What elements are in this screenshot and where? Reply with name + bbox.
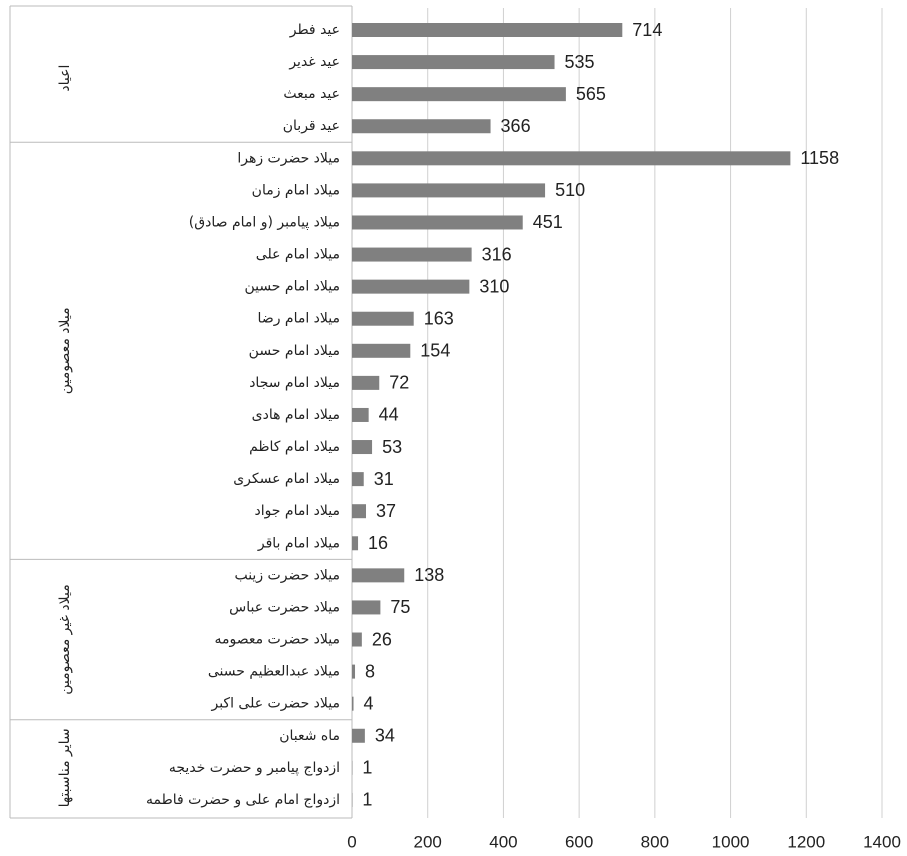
- bar: [352, 665, 355, 679]
- bar: [352, 472, 364, 486]
- category-label: میلاد حضرت زینب: [234, 567, 340, 583]
- category-label: میلاد حضرت علی اکبر: [210, 696, 340, 712]
- bar: [352, 633, 362, 647]
- value-label: 8: [365, 661, 375, 681]
- bar: [352, 248, 472, 262]
- bar: [352, 440, 372, 454]
- value-label: 53: [382, 437, 402, 457]
- group-label: سایر مناسبتها: [57, 728, 73, 807]
- bar: [352, 600, 380, 614]
- bar: [352, 568, 404, 582]
- category-label: میلاد امام حسن: [249, 343, 340, 359]
- category-label: عید قربان: [283, 118, 340, 134]
- value-label: 565: [576, 84, 606, 104]
- category-label: میلاد عبدالعظیم حسنی: [208, 664, 340, 680]
- value-label: 535: [565, 52, 595, 72]
- bar: [352, 729, 365, 743]
- bar: [352, 312, 414, 326]
- bar: [352, 280, 469, 294]
- category-label: میلاد امام زمان: [252, 182, 340, 198]
- bar: [352, 119, 491, 133]
- category-label: عید مبعث: [283, 86, 340, 102]
- bar: [352, 536, 358, 550]
- category-label: عید غدیر: [288, 54, 340, 70]
- chart: 0 200 400 600 800 1000 1200 1400 عید فطر 714 عید غ…: [0, 0, 907, 856]
- x-tick-label: 1200: [787, 832, 825, 851]
- category-label: ماه شعبان: [279, 728, 340, 744]
- x-tick-label: 0: [347, 832, 356, 851]
- value-label: 4: [364, 693, 374, 713]
- value-label: 1: [362, 790, 372, 810]
- x-tick-label: 1000: [712, 832, 750, 851]
- value-label: 138: [414, 565, 444, 585]
- bar: [352, 408, 369, 422]
- category-label: عید فطر: [289, 22, 340, 38]
- value-label: 31: [374, 469, 394, 489]
- value-label: 451: [533, 212, 563, 232]
- value-label: 75: [390, 597, 410, 617]
- category-label: میلاد حضرت عباس: [229, 599, 340, 615]
- value-label: 366: [501, 116, 531, 136]
- bar: [352, 504, 366, 518]
- group-label: میلاد معصومین: [57, 307, 73, 394]
- category-label: ازدواج پیامبر و حضرت خدیجه: [169, 760, 340, 776]
- bar: [352, 183, 545, 197]
- category-label: میلاد پیامبر (و امام صادق): [189, 214, 340, 230]
- value-label: 26: [372, 629, 392, 649]
- x-tick-label: 600: [565, 832, 593, 851]
- value-label: 44: [379, 405, 399, 425]
- bar: [352, 55, 555, 69]
- bar: [352, 23, 622, 37]
- category-label: میلاد امام کاظم: [249, 439, 340, 455]
- bar: [352, 697, 354, 711]
- x-tick-label: 400: [489, 832, 517, 851]
- bar: [352, 151, 790, 165]
- bar: [352, 215, 523, 229]
- category-label: میلاد حضرت زهرا: [237, 150, 340, 166]
- value-label: 1158: [800, 148, 839, 168]
- value-label: 72: [389, 373, 409, 393]
- value-label: 510: [555, 180, 585, 200]
- value-label: 154: [420, 341, 450, 361]
- value-label: 34: [375, 726, 395, 746]
- category-label: میلاد امام سجاد: [249, 375, 340, 391]
- value-label: 16: [368, 533, 388, 553]
- category-label: میلاد امام باقر: [257, 535, 340, 551]
- category-label: میلاد امام رضا: [258, 311, 340, 327]
- category-label: میلاد امام عسکری: [233, 471, 340, 487]
- value-label: 310: [479, 276, 509, 296]
- x-tick-label: 800: [641, 832, 669, 851]
- category-label: میلاد امام علی: [256, 247, 340, 263]
- bar: [352, 344, 410, 358]
- value-label: 714: [632, 20, 662, 40]
- category-label: میلاد امام حسین: [244, 279, 340, 295]
- bar: [352, 376, 379, 390]
- value-label: 163: [424, 308, 454, 328]
- group-label: اعیاد: [57, 65, 73, 92]
- value-label: 1: [362, 758, 372, 778]
- x-tick-label: 200: [414, 832, 442, 851]
- value-label: 37: [376, 501, 396, 521]
- x-tick-label: 1400: [863, 832, 901, 851]
- category-label: میلاد امام جواد: [254, 503, 340, 519]
- value-label: 316: [482, 244, 512, 264]
- group-label: میلاد غیر معصومین: [57, 584, 73, 695]
- category-label: ازدواج امام علی و حضرت فاطمه: [146, 792, 340, 808]
- category-label: میلاد حضرت معصومه: [214, 632, 340, 648]
- bar: [352, 87, 566, 101]
- category-label: میلاد امام هادی: [252, 407, 340, 423]
